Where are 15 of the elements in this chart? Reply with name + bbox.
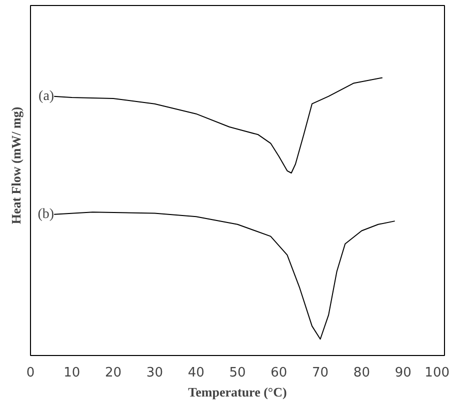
x-tick-label: 100 bbox=[424, 366, 449, 380]
annotation: (b) bbox=[38, 206, 54, 222]
x-tick-label: 50 bbox=[229, 366, 246, 380]
x-tick-label: 90 bbox=[394, 366, 412, 380]
x-tick-label: 80 bbox=[353, 366, 370, 380]
x-axis-title: Temperature (°C) bbox=[188, 384, 287, 400]
x-tick-label: 70 bbox=[312, 366, 329, 380]
x-tick-label: 10 bbox=[64, 366, 80, 380]
y-axis-title: Heat Flow (mW/ mg) bbox=[8, 106, 24, 224]
x-tick-label: 0 bbox=[26, 366, 35, 380]
x-tick-label: 40 bbox=[188, 366, 204, 380]
x-tick-label: 20 bbox=[105, 366, 122, 380]
annotation: (a) bbox=[38, 88, 54, 104]
x-tick-label: 30 bbox=[146, 366, 163, 380]
x-tick-label: 60 bbox=[270, 366, 288, 380]
